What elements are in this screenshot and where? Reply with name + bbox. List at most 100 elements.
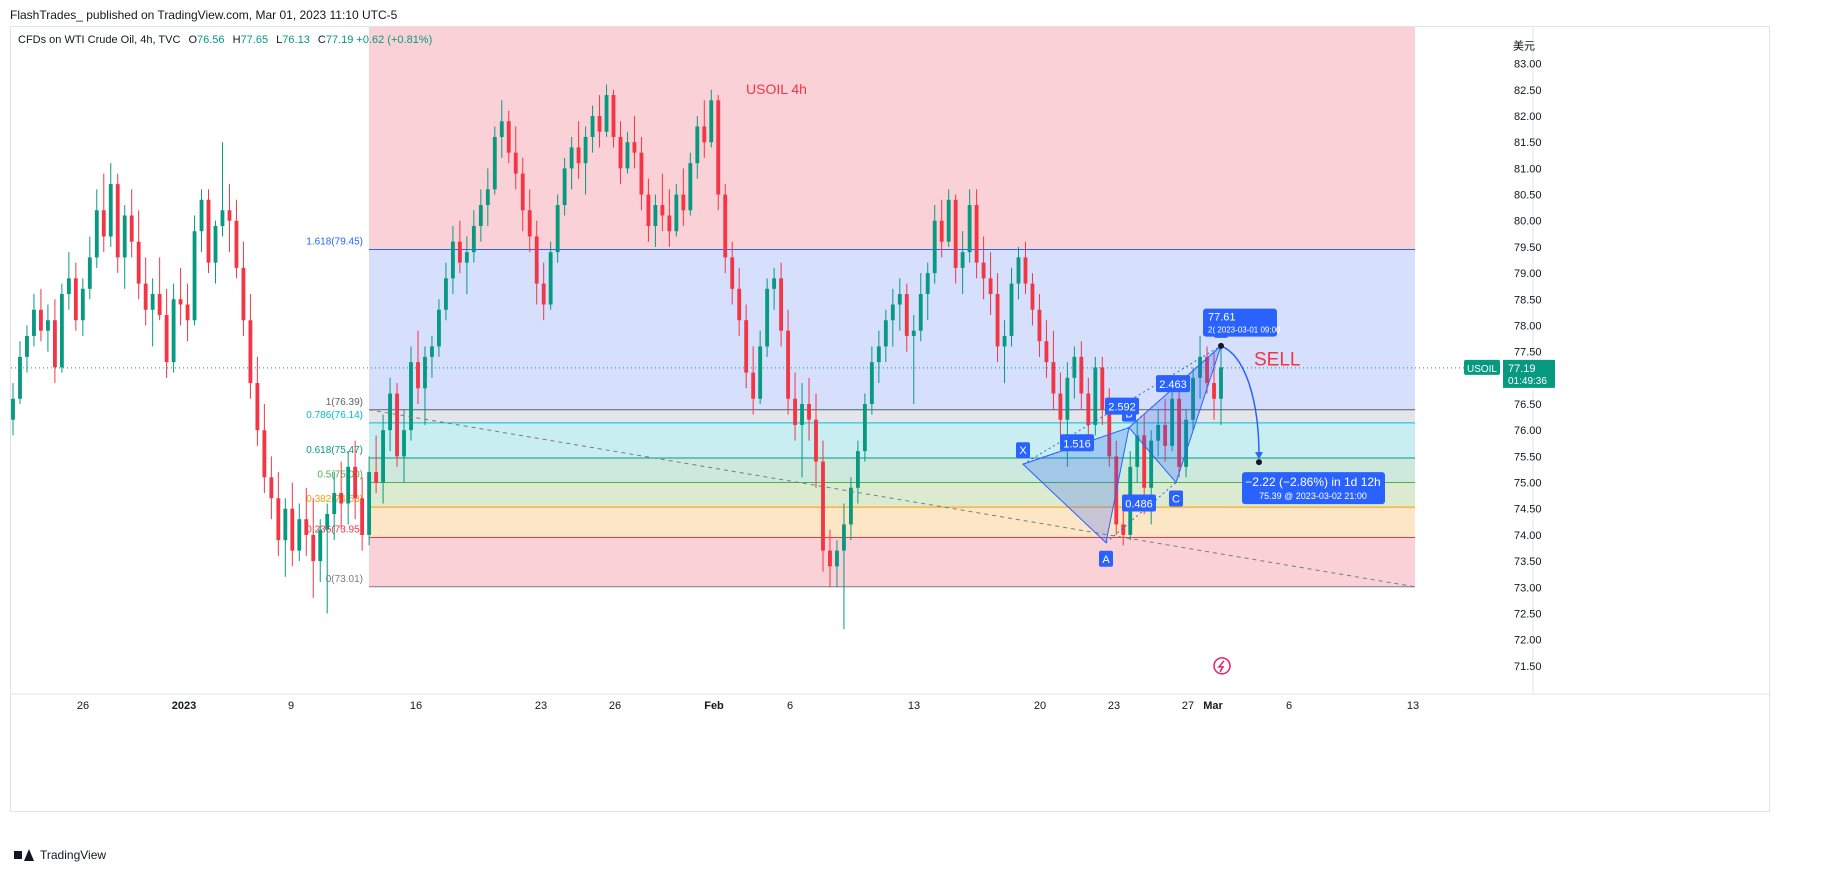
candle-body <box>946 199 951 242</box>
fib-zone-0.382 <box>369 482 1415 508</box>
symbol-name: CFDs on WTI Crude Oil, 4h, TVC <box>18 34 181 46</box>
candle-body <box>290 508 295 551</box>
candle-body <box>758 346 763 399</box>
d-info-price: 77.61 <box>1208 312 1236 324</box>
candle-body <box>360 498 365 535</box>
candle-body <box>548 252 553 305</box>
candle-body <box>513 152 518 174</box>
candle-body <box>444 278 448 310</box>
candle-body <box>18 356 22 399</box>
change-value: +0.62 (+0.81%) <box>356 34 433 46</box>
candle-body <box>967 205 972 253</box>
candle-body <box>562 168 567 206</box>
price-chart[interactable]: 2.618(84.41)1.618(79.45)1(76.39)0.786(76… <box>11 27 1771 813</box>
candle-body <box>744 320 749 373</box>
x-tick-label: Mar <box>1203 700 1223 712</box>
last-price-value: 77.19 <box>1508 363 1536 375</box>
y-tick-label: 73.50 <box>1514 556 1542 568</box>
y-tick-label: 73.00 <box>1514 582 1542 594</box>
candle-body <box>737 288 742 321</box>
candle-body <box>25 335 29 357</box>
candle-body <box>925 273 930 295</box>
candle-body <box>11 398 15 420</box>
candle-body <box>932 220 937 274</box>
candle-body <box>192 231 197 321</box>
candle-body <box>583 136 588 164</box>
candle-body <box>848 487 853 525</box>
y-tick-label: 76.00 <box>1514 425 1542 437</box>
candle-body <box>388 393 392 431</box>
candle-body <box>115 184 120 258</box>
candle-body <box>765 288 770 347</box>
candle-body <box>464 252 469 263</box>
y-tick-label: 74.50 <box>1514 504 1542 516</box>
low-value: 76.13 <box>282 34 310 46</box>
candle-body <box>1093 367 1098 425</box>
x-tick-label: 2023 <box>172 700 196 712</box>
candle-body <box>430 346 434 357</box>
candle-body <box>604 95 609 132</box>
candle-body <box>660 205 665 216</box>
candle-body <box>157 294 162 315</box>
candle-body <box>974 205 979 263</box>
candle-body <box>716 100 721 195</box>
x-tick-label: 13 <box>1407 700 1419 712</box>
candle-body <box>569 147 574 169</box>
publisher-line: FlashTrades_ published on TradingView.co… <box>10 8 398 22</box>
candle-body <box>346 466 351 504</box>
candle-body <box>590 116 595 137</box>
candle-body <box>32 309 36 336</box>
candle-body <box>793 398 797 425</box>
candle-body <box>862 404 867 452</box>
high-value: 77.65 <box>240 34 269 46</box>
candle-body <box>1184 419 1189 467</box>
candle-body <box>499 121 504 137</box>
candle-body <box>52 320 57 368</box>
candle-body <box>821 461 825 551</box>
candle-body <box>555 205 560 253</box>
x-tick-label: 26 <box>609 700 621 712</box>
y-tick-label: 78.50 <box>1514 294 1542 306</box>
d-info-time: 2( 2023-03-01 09:00 <box>1208 326 1281 335</box>
candle-body <box>702 126 707 143</box>
candle-body <box>457 241 462 263</box>
x-tick-label: 26 <box>77 700 89 712</box>
candle-body <box>1016 257 1021 284</box>
y-tick-label: 72.50 <box>1514 608 1542 620</box>
symbol-legend: CFDs on WTI Crude Oil, 4h, TVC O76.56 H7… <box>18 34 432 46</box>
candle-body <box>450 241 455 279</box>
fib-label-0: 0(73.01) <box>326 574 363 585</box>
candle-body <box>325 513 330 530</box>
last-price-tag <box>1503 359 1555 388</box>
flash-icon <box>1213 657 1231 675</box>
chart-container[interactable]: 2.618(84.41)1.618(79.45)1(76.39)0.786(76… <box>10 26 1771 813</box>
candle-body <box>353 466 358 499</box>
candle-body <box>262 430 267 478</box>
x-tick-label: 27 <box>1182 700 1194 712</box>
y-tick-label: 77.50 <box>1514 347 1542 359</box>
projection-subtext: 75.39 @ 2023-03-02 21:00 <box>1259 491 1367 501</box>
candle-body <box>402 430 406 457</box>
fib-label-0.618: 0.618(75.47) <box>306 445 363 456</box>
candle-body <box>897 294 902 305</box>
candle-body <box>129 215 134 242</box>
x-tick-label: 9 <box>288 700 294 712</box>
y-tick-label: 71.50 <box>1514 661 1542 673</box>
candle-body <box>814 419 818 462</box>
candle-body <box>890 304 895 321</box>
candle-body <box>1142 435 1147 488</box>
y-tick-label: 79.00 <box>1514 268 1542 280</box>
candle-body <box>1065 377 1070 420</box>
footer-brand[interactable]: TradingView <box>14 848 106 862</box>
x-tick-label: 16 <box>410 700 422 712</box>
candle-body <box>318 529 323 562</box>
candle-body <box>1009 283 1014 336</box>
y-tick-label: 76.50 <box>1514 399 1542 411</box>
candle-body <box>395 393 399 457</box>
candle-body <box>409 362 413 431</box>
close-value: 77.19 <box>325 34 354 46</box>
brand-label: TradingView <box>40 848 107 862</box>
pattern-ratio-line <box>1105 482 1177 544</box>
candle-body <box>311 534 316 562</box>
tradingview-logo-icon <box>14 849 34 861</box>
